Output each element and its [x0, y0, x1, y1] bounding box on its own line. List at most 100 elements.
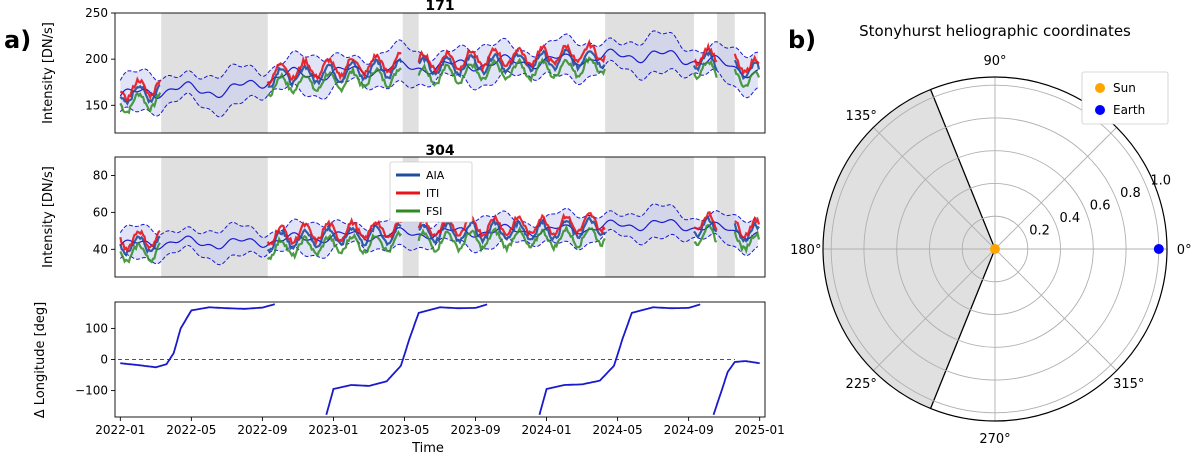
xtick-label: 2024-05	[593, 423, 643, 437]
series-iti	[693, 42, 718, 68]
chart-polar: Stonyhurst heliographic coordinates 0°45…	[790, 22, 1191, 447]
polar-angle-tick-label: 180°	[790, 243, 821, 258]
legend-box-304	[389, 161, 473, 223]
model-band-upper	[119, 30, 758, 82]
polar-radial-tick-label: 0.8	[1120, 186, 1141, 201]
polar-sector-edge	[929, 248, 996, 409]
ytick-label: 0	[100, 353, 108, 367]
series-aia	[266, 222, 402, 254]
series-fsi	[733, 229, 761, 255]
xtick-label: 2023-09	[450, 423, 500, 437]
series-iti	[693, 210, 718, 231]
polar-angle-tick-label: 90°	[983, 54, 1006, 69]
polar-sector-edge	[929, 89, 996, 250]
series-fsi	[733, 68, 761, 89]
ytick-label: 80	[93, 168, 108, 182]
chart-title-304: 304	[425, 143, 454, 159]
model-band-lower	[119, 59, 759, 118]
series-aia	[733, 59, 761, 81]
polar-angular-gridline	[873, 248, 996, 371]
series-fsi	[693, 223, 718, 246]
series-delta-longitude	[120, 303, 275, 369]
polar-title: Stonyhurst heliographic coordinates	[859, 22, 1131, 40]
series-aia	[119, 235, 161, 258]
series-iti	[417, 38, 606, 75]
xtick-label: 2023-01	[308, 423, 358, 437]
legend-label-earth: Earth	[1113, 103, 1145, 117]
legend-label-iti: ITI	[426, 187, 439, 200]
series-fsi	[692, 59, 718, 81]
ylabel-304: Intensity [DN/s]	[41, 166, 56, 268]
legend-label-sun: Sun	[1113, 81, 1136, 95]
ytick-label: −100	[75, 384, 108, 398]
xtick-label: 2022-01	[95, 423, 145, 437]
polar-angular-gridline	[873, 127, 996, 250]
polar-frame	[822, 76, 1168, 422]
xlabel-time: Time	[411, 441, 444, 452]
series-fsi	[119, 91, 162, 115]
ytick-label: 200	[85, 52, 108, 66]
ylabel-delta-longitude: Δ Longitude [deg]	[33, 302, 48, 418]
series-aia	[267, 57, 403, 89]
ylabel-171: Intensity [DN/s]	[41, 22, 56, 124]
panel-label-b: b)	[788, 26, 816, 54]
series-fsi	[267, 65, 402, 98]
polar-radial-tick-label: 1.0	[1150, 173, 1171, 188]
xtick-label: 2025-01	[735, 423, 785, 437]
series-aia	[693, 216, 718, 239]
series-delta-longitude	[538, 303, 701, 416]
polar-point-sun	[990, 244, 1000, 254]
model-band-fill	[120, 204, 758, 265]
series-iti	[266, 214, 403, 247]
series-iti	[733, 53, 760, 76]
chart-304: 304 Intensity [DN/s] 40 60 80 AIA ITI FSI	[41, 143, 766, 278]
chart-delta-longitude: Δ Longitude [deg] −100 0 100 2022-01 2022-0…	[33, 301, 785, 452]
polar-radial-tick-label: 0.4	[1060, 211, 1081, 226]
ytick-label: 40	[93, 242, 108, 256]
xtick-label: 2024-01	[521, 423, 571, 437]
series-fsi	[119, 241, 161, 264]
chart-title-171: 171	[425, 0, 454, 14]
polar-angle-tick-label: 225°	[846, 377, 877, 392]
series-aia	[733, 221, 760, 243]
panel-label-a: a)	[4, 26, 31, 54]
polar-angle-tick-label: 315°	[1113, 377, 1144, 392]
xtick-label: 2023-05	[379, 423, 429, 437]
series-iti	[734, 215, 761, 239]
axes-frame-304	[114, 156, 766, 278]
series-aia	[693, 48, 718, 72]
legend-label-aia: AIA	[426, 169, 445, 182]
legend-304: AIA ITI FSI	[389, 161, 473, 223]
ytick-label: 150	[85, 98, 108, 112]
ytick-label: 100	[85, 321, 108, 335]
legend-marker-earth	[1095, 105, 1105, 115]
series-iti	[120, 76, 162, 103]
series-delta-longitude	[712, 360, 760, 416]
axes-frame-171	[114, 12, 766, 134]
polar-radial-tick-label: 0.6	[1090, 198, 1111, 213]
series-fsi	[417, 56, 606, 88]
chart-171: 171 Intensity [DN/s] 150 200 250	[41, 0, 766, 134]
series-fsi	[266, 229, 403, 261]
series-aia	[119, 84, 161, 106]
polar-point-earth	[1153, 244, 1164, 254]
xtick-label: 2024-09	[664, 423, 714, 437]
polar-angular-gridline	[994, 127, 1117, 250]
series-aia	[418, 216, 606, 245]
legend-polar: Sun Earth	[1081, 71, 1169, 125]
series-iti	[266, 51, 402, 87]
polar-angle-tick-label: 270°	[979, 432, 1010, 447]
legend-marker-sun	[1095, 83, 1105, 93]
ytick-label: 60	[93, 205, 108, 219]
polar-angle-tick-label: 135°	[846, 109, 877, 124]
xtick-label: 2022-05	[166, 423, 216, 437]
series-fsi	[417, 224, 606, 254]
xtick-label: 2022-09	[237, 423, 287, 437]
series-delta-longitude	[325, 303, 488, 416]
series-iti	[119, 229, 161, 254]
polar-radial-tick-label: 0.2	[1029, 223, 1050, 238]
polar-angle-tick-label: 0°	[1177, 243, 1192, 258]
polar-angular-gridline	[994, 248, 1117, 371]
legend-label-fsi: FSI	[426, 205, 442, 218]
